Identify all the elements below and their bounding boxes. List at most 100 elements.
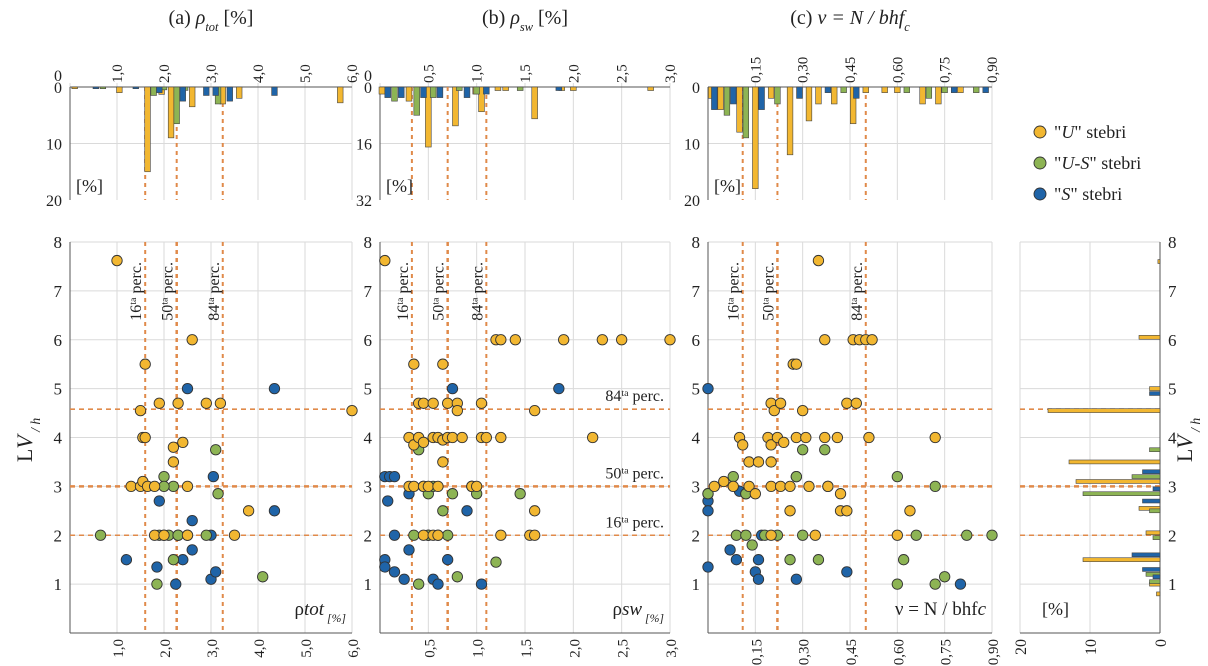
hist-bar-US <box>723 86 731 116</box>
point-U <box>765 529 777 541</box>
hist-bar-S <box>436 86 444 98</box>
hist-x-tick-label: 4,0 <box>251 64 267 83</box>
hist-x-tick-label: 1,5 <box>518 64 534 83</box>
point-U <box>148 529 161 541</box>
point-US <box>797 444 809 456</box>
y-tick-label: 6 <box>692 331 701 350</box>
hist-x-tick-label: 1,0 <box>470 64 486 83</box>
point-U <box>743 480 755 493</box>
point-S <box>210 566 222 578</box>
rhist-bar-US <box>1149 579 1161 584</box>
hist-bar-S <box>92 86 99 89</box>
rhist-bar-S <box>1152 574 1161 580</box>
scatter-panel-b: 1 2 3 4 5 6 7 8 0,5 1,0 1,5 2,0 2,5 3,0 16ta perc. 50ta… <box>364 233 681 658</box>
point-US <box>158 470 170 483</box>
x-tick-label: 2,0 <box>158 639 174 658</box>
y-tick-label: 5 <box>692 380 701 399</box>
hist-bar-S <box>212 86 219 96</box>
top-histogram-b: 0 16 32 0 0,5 1,0 1,5 2,0 2,5 3,0 [%] <box>356 64 679 210</box>
rhist-bar-S <box>1131 552 1161 558</box>
rhist-y-tick-label: 4 <box>1168 429 1177 448</box>
hist-bar-US <box>456 86 463 91</box>
panel-title-a: (a) ρtot [%] <box>169 7 254 34</box>
point-U <box>509 334 521 346</box>
y-tick-label: 7 <box>54 282 63 301</box>
point-U <box>812 254 825 267</box>
h-percentile-label-p16: 16ta perc. <box>605 514 664 532</box>
x-tick-label: 6,0 <box>346 639 362 658</box>
hist-bar-U <box>767 86 775 99</box>
rhist-bar-US <box>1149 508 1161 514</box>
rhist-bar-S <box>1142 469 1161 474</box>
point-U <box>451 404 463 417</box>
x-axis-label-c: ν = N / bhfc <box>895 599 987 620</box>
point-U <box>417 529 430 541</box>
hist-bar-U <box>919 86 926 105</box>
point-U <box>708 480 720 493</box>
rhist-axis-label: LV / h <box>1172 418 1203 463</box>
point-S <box>553 382 565 395</box>
hist-bar-U <box>752 86 759 189</box>
point-S <box>207 470 220 483</box>
hist-bar-US <box>99 86 107 89</box>
point-U <box>800 431 812 444</box>
point-S <box>475 578 488 590</box>
hist-bar-S <box>420 86 427 98</box>
point-U <box>765 456 777 468</box>
point-S <box>403 544 415 556</box>
point-S <box>461 505 473 517</box>
point-U <box>587 431 599 444</box>
y-tick-label: 2 <box>692 526 701 545</box>
x-tick-label: 5,0 <box>299 639 315 658</box>
legend-label-U: "U" stebri <box>1054 122 1126 142</box>
point-U <box>495 431 507 444</box>
hist-bar-U <box>786 86 794 156</box>
point-U <box>437 456 449 468</box>
y-tick-label: 3 <box>54 477 63 496</box>
point-U <box>181 529 194 541</box>
point-US <box>812 554 825 566</box>
point-U <box>186 334 198 346</box>
hist-bar-U <box>957 86 964 93</box>
hist-bar-US <box>742 86 750 139</box>
hist-bar-S <box>271 86 278 96</box>
point-S <box>268 382 281 395</box>
top-histogram-c: 0 10 20 0,15 0,30 0,45 0,60 0,75 0,90 [%] <box>684 57 1001 210</box>
y-tick-label: 7 <box>364 282 373 301</box>
point-US <box>167 480 180 493</box>
point-U <box>177 436 189 449</box>
percentile-label-p16: 16ta perc. <box>128 262 146 321</box>
hist-bar-S <box>950 86 958 93</box>
hist-y-tick-label: 10 <box>684 137 700 154</box>
point-S <box>442 554 454 566</box>
x-tick-label: 0,90 <box>986 639 1002 665</box>
point-U <box>616 334 628 346</box>
hist-bar-U <box>850 86 857 125</box>
right-histogram: 1 2 3 4 5 6 7 8 20 10 0 [%] <box>1013 233 1177 655</box>
point-U <box>797 404 809 417</box>
hist-percent-label: [%] <box>714 176 741 196</box>
hist-x-tick-label: 2,5 <box>615 64 631 83</box>
rhist-bar-U <box>1068 459 1161 465</box>
rhist-bar-U <box>1075 479 1161 484</box>
x-tick-label: 0,30 <box>797 639 813 665</box>
point-U <box>242 505 255 517</box>
hist-bar-US <box>413 86 420 116</box>
hist-x-tick-label: 1,0 <box>110 64 126 83</box>
x-tick-label: 4,0 <box>252 639 268 658</box>
hist-bar-U <box>502 86 509 91</box>
point-U <box>790 358 803 370</box>
hist-bar-S <box>203 86 210 96</box>
point-US <box>910 529 922 541</box>
point-US <box>172 529 184 541</box>
hist-bar-S <box>463 86 471 98</box>
point-U <box>172 397 184 409</box>
point-U <box>200 397 212 409</box>
point-S <box>382 495 394 507</box>
point-U <box>214 397 227 409</box>
hist-bar-U <box>862 86 869 93</box>
point-U <box>765 439 777 451</box>
hist-bar-U <box>71 86 78 89</box>
hist-bar-U <box>378 86 386 95</box>
